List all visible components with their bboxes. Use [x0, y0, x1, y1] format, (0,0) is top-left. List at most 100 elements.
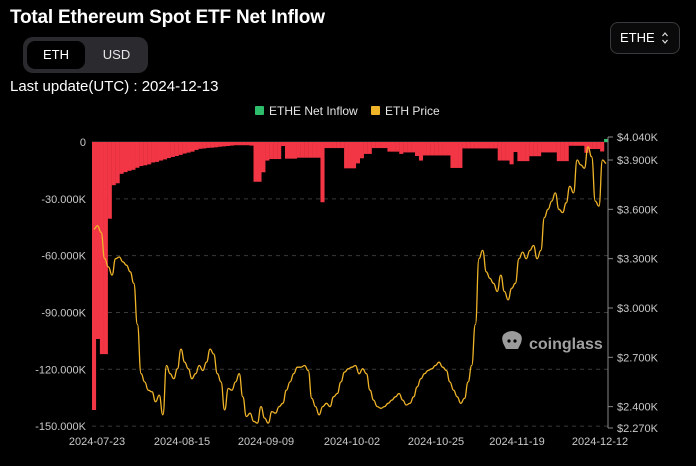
inflow-bar — [265, 142, 270, 161]
inflow-bar — [253, 142, 258, 182]
inflow-bar — [359, 142, 364, 159]
legend-label-price[interactable]: ETH Price — [385, 104, 440, 118]
left-axis-ticks: 0 -30.000K -60.000K -90.000K -120.000K -150.0… — [35, 137, 86, 433]
x-axis-tick-label: 2024-09-09 — [238, 436, 294, 448]
inflow-bar — [407, 142, 412, 153]
inflow-bar — [497, 142, 502, 161]
inflow-bar — [170, 142, 175, 157]
inflow-bar — [241, 142, 246, 146]
inflow-bar — [355, 142, 360, 164]
inflow-bar — [312, 142, 317, 158]
inflow-bar — [521, 142, 526, 162]
toggle-eth-button[interactable]: ETH — [27, 41, 85, 69]
inflow-bar — [139, 142, 144, 167]
right-axis-ticks: $4.040K $3.900K $3.600K $3.300K $3.000K $2.70… — [607, 132, 659, 435]
currency-toggle: ETH USD — [23, 37, 148, 73]
x-axis-tick-label: 2024-08-15 — [154, 436, 210, 448]
inflow-bar — [99, 142, 104, 355]
inflow-bar — [147, 142, 152, 165]
inflow-bar — [202, 142, 207, 149]
inflow-bar — [525, 142, 530, 162]
inflow-bar — [186, 142, 191, 153]
inflow-bar — [454, 142, 459, 168]
inflow-bar — [135, 142, 140, 168]
inflow-bar — [584, 142, 589, 153]
right-axis-tick-label: $3.900K — [617, 155, 659, 167]
inflow-bar — [489, 142, 494, 149]
inflow-bar — [344, 142, 349, 169]
inflow-bar — [210, 142, 215, 148]
inflow-bar — [151, 142, 156, 163]
inflow-bar — [324, 142, 329, 149]
legend-label-inflow[interactable]: ETHE Net Inflow — [269, 104, 358, 118]
inflow-bar — [178, 142, 183, 155]
inflow-bar — [450, 142, 455, 168]
chart-legend: ETHE Net Inflow ETH Price — [255, 104, 440, 118]
x-axis-tick-label: 2024-10-02 — [324, 436, 380, 448]
inflow-bar — [111, 142, 116, 186]
inflow-bar — [316, 142, 321, 158]
inflow-bar — [576, 142, 581, 146]
inflow-bar — [383, 142, 388, 149]
chart-title: Total Ethereum Spot ETF Net Inflow — [10, 7, 325, 28]
x-axis-tick-label: 2024-12-12 — [572, 436, 628, 448]
inflow-bar — [123, 142, 128, 173]
inflow-bar — [462, 142, 467, 149]
inflow-bar — [544, 142, 550, 153]
inflow-bar — [399, 142, 404, 154]
left-axis-tick-label: -90.000K — [41, 308, 86, 320]
asset-select-value: ETHE — [620, 30, 655, 45]
inflow-bar — [596, 142, 601, 150]
inflow-bar — [474, 142, 479, 149]
inflow-bar — [190, 142, 195, 152]
inflow-bar — [529, 142, 534, 157]
price-line — [93, 146, 607, 424]
inflow-bar — [174, 142, 179, 157]
right-axis-tick-label: $2.400K — [617, 402, 659, 414]
inflow-bar — [249, 142, 254, 146]
inflow-bar — [221, 142, 227, 147]
inflow-bar — [229, 142, 234, 146]
inflow-bar — [470, 142, 475, 149]
inflow-bar — [158, 142, 164, 161]
inflow-bar — [285, 142, 290, 159]
inflow-bar — [273, 142, 278, 160]
grid-lines — [92, 141, 608, 427]
inflow-bar — [533, 142, 538, 157]
inflow-bar — [580, 142, 585, 146]
inflow-bar — [568, 142, 573, 146]
inflow-bar — [481, 142, 487, 149]
inflow-bar — [261, 142, 266, 173]
inflow-bar — [426, 142, 431, 156]
left-axis-tick-label: -30.000K — [41, 194, 86, 206]
inflow-bar — [517, 142, 522, 162]
right-axis-tick-label: $4.040K — [617, 132, 659, 144]
inflow-bar — [371, 142, 376, 149]
legend-swatch-price — [371, 106, 380, 115]
inflow-bar — [387, 142, 392, 152]
inflow-bar — [588, 142, 593, 150]
inflow-bar — [501, 142, 506, 161]
inflow-bar — [351, 142, 357, 169]
right-axis-tick-label: $2.270K — [617, 423, 659, 435]
inflow-bar — [363, 142, 368, 154]
asset-select[interactable]: ETHE — [610, 22, 680, 54]
inflow-bar — [505, 142, 510, 161]
inflow-bar — [430, 142, 435, 156]
inflow-bar — [340, 142, 345, 149]
right-axis-tick-label: $2.700K — [617, 352, 659, 364]
right-axis-tick-label: $3.000K — [617, 303, 659, 315]
inflow-bar — [537, 142, 542, 157]
inflow-bar — [92, 142, 97, 411]
inflow-bar — [418, 142, 424, 161]
x-axis-tick-label: 2024-11-19 — [489, 436, 544, 448]
inflow-bar — [592, 142, 597, 150]
inflow-bar — [95, 142, 101, 339]
inflow-bar — [245, 142, 250, 146]
inflow-bar — [308, 142, 313, 158]
inflow-bar — [336, 142, 341, 149]
inflow-bar — [277, 142, 282, 160]
inflow-bar — [300, 142, 305, 158]
toggle-usd-button[interactable]: USD — [102, 47, 131, 62]
